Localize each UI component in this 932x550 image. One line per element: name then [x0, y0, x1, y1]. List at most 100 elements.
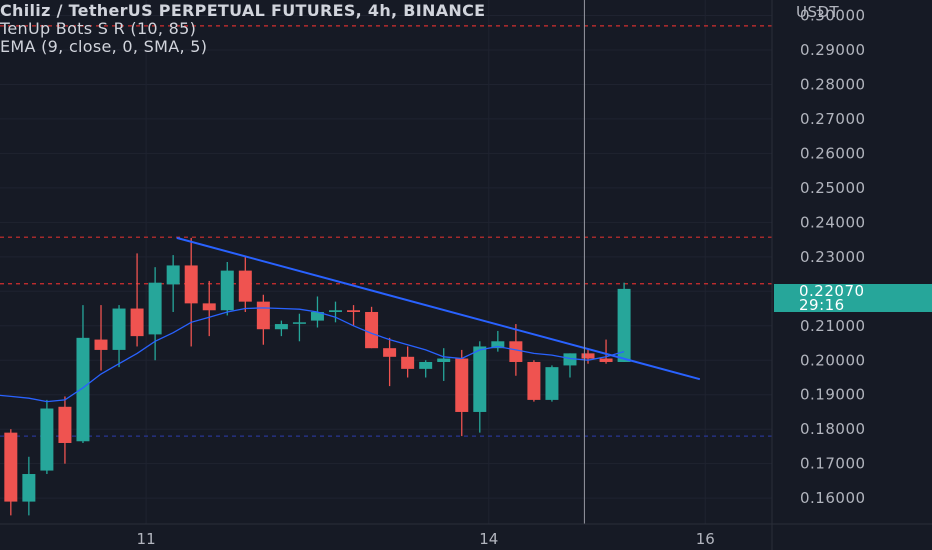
candle-body [22, 474, 36, 502]
candle-body [292, 322, 306, 324]
price-tick-label: 0.28000 [800, 75, 866, 93]
candle [292, 313, 306, 342]
price-axis-unit: USDT [796, 3, 840, 21]
candle-body [94, 339, 108, 350]
candle-body [310, 311, 324, 321]
price-tick-label: 0.23000 [800, 248, 866, 266]
candle-body [509, 341, 523, 362]
candle [581, 349, 595, 364]
candle-body [202, 303, 216, 311]
time-tick-label: 14 [479, 530, 498, 548]
price-tick-label: 0.25000 [800, 179, 866, 197]
candle-body [256, 301, 270, 330]
candle-body [365, 311, 379, 349]
candle-body [40, 408, 54, 471]
candle [166, 255, 180, 312]
candle [563, 353, 577, 378]
price-axis[interactable]: USDT 0.16000 0.17000 0.18000 0.19000 0.20000… [796, 3, 866, 507]
candle [545, 365, 559, 402]
candle [76, 305, 90, 443]
price-tick-label: 0.26000 [800, 144, 866, 162]
candle [455, 349, 469, 437]
candle [599, 339, 613, 364]
candle [329, 301, 342, 323]
bar-countdown: 29:16 [799, 296, 845, 314]
time-axis[interactable]: 11 14 16 [137, 530, 715, 548]
price-tick-label: 0.19000 [800, 386, 866, 404]
horizontal-levels [0, 25, 772, 437]
candle-body [599, 358, 613, 362]
candle-body [274, 324, 288, 330]
candle [617, 282, 631, 362]
ema-line [0, 307, 625, 403]
candle-body [455, 358, 469, 412]
ema-line-group [0, 307, 625, 403]
candle [383, 337, 397, 387]
indicator-tenup-label[interactable]: TenUp Bots S R (10, 85) [0, 20, 197, 38]
candle-body [473, 346, 487, 412]
price-tick-label: 0.27000 [800, 110, 866, 128]
price-tick-label: 0.30000 [800, 7, 866, 25]
candle [347, 305, 361, 326]
trendline [176, 236, 701, 381]
chart-legend: Chiliz / TetherUS PERPETUAL FUTURES, 4h,… [0, 2, 485, 56]
candle-body [184, 265, 198, 304]
candle [527, 360, 541, 402]
candle [202, 280, 216, 337]
candle [437, 348, 451, 381]
price-tick-label: 0.16000 [800, 489, 866, 507]
candle [58, 396, 72, 464]
last-price-value: 0.22070 [799, 282, 865, 300]
price-tick-label: 0.29000 [800, 41, 866, 59]
candle [4, 429, 18, 516]
symbol-title[interactable]: Chiliz / TetherUS PERPETUAL FUTURES, 4h,… [0, 2, 486, 20]
candle [238, 256, 252, 312]
candle-body [238, 270, 252, 302]
indicator-ema-label[interactable]: EMA (9, close, 0, SMA, 5) [0, 38, 208, 56]
candle-body [4, 432, 18, 502]
candles [4, 237, 631, 516]
candle-body [563, 353, 577, 366]
candle-body [130, 308, 144, 337]
price-tick-label: 0.20000 [800, 351, 866, 369]
candle-body [419, 361, 433, 369]
candle [22, 456, 36, 516]
candle-body [545, 367, 559, 400]
candle-body [329, 310, 342, 312]
candle [401, 346, 415, 378]
time-tick-label: 11 [137, 530, 156, 548]
candle-body [401, 356, 415, 369]
candle-body [347, 310, 361, 312]
candle-body [437, 358, 451, 362]
candle [94, 305, 108, 371]
candle [184, 237, 198, 347]
candle-body [166, 265, 180, 285]
trendline-group[interactable] [176, 236, 701, 381]
candle-body [220, 270, 234, 311]
candle [148, 267, 162, 361]
time-tick-label: 16 [696, 530, 715, 548]
candle-body [491, 341, 505, 349]
candle [365, 306, 379, 349]
candle [112, 305, 126, 368]
candle-body [58, 406, 72, 443]
candle [40, 399, 54, 475]
candle-body [617, 288, 631, 362]
candle-body [76, 337, 90, 442]
price-tick-label: 0.24000 [800, 213, 866, 231]
candle [274, 320, 288, 337]
candle-body [112, 308, 126, 350]
candle [220, 262, 234, 316]
price-tick-label: 0.17000 [800, 455, 866, 473]
candle [419, 360, 433, 378]
candle-body [581, 353, 595, 359]
price-tick-label: 0.21000 [800, 317, 866, 335]
candle [130, 253, 144, 347]
grid-lines [0, 0, 772, 524]
candle-body [148, 282, 162, 335]
candle [491, 330, 505, 352]
last-price-tag: 0.22070 29:16 [774, 282, 932, 314]
candle [473, 341, 487, 433]
